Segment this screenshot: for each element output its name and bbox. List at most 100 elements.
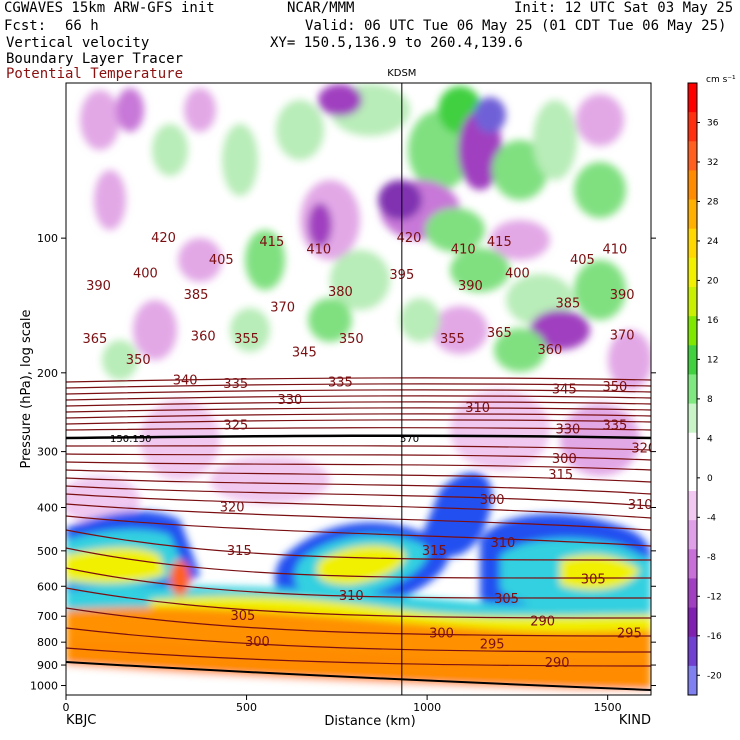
- colorbar-tick-label: 32: [707, 158, 718, 168]
- theta-label: 400: [505, 267, 530, 282]
- colorbar-tick-label: -20: [707, 671, 722, 681]
- forecast-hours: 66 h: [65, 18, 99, 34]
- y-tick-label: 400: [37, 501, 58, 514]
- theta-label: 410: [306, 242, 331, 257]
- colorbar-swatch: [688, 578, 697, 609]
- theta-label: 350: [126, 353, 151, 368]
- theta-label: 345: [552, 383, 577, 398]
- init-time: Init: 12 UTC Sat 03 May 25: [514, 0, 734, 16]
- y-axis-label: Pressure (hPa), log scale: [19, 310, 34, 469]
- colorbar-tick-label: -16: [707, 632, 722, 642]
- theta-label: 385: [556, 297, 581, 312]
- valid-time: Valid: 06 UTC Tue 06 May 25 (01 CDT Tue …: [305, 18, 727, 34]
- tropopause-right-label: 570: [400, 434, 419, 445]
- theta-label: 370: [270, 301, 295, 316]
- colorbar-tick-label: 0: [707, 474, 713, 484]
- theta-label: 295: [617, 626, 642, 641]
- theta-label: 365: [487, 326, 512, 341]
- colorbar-unit: cm s⁻¹: [706, 75, 736, 85]
- y-tick-label: 500: [37, 545, 58, 558]
- field-boundary-layer-tracer: Boundary Layer Tracer: [6, 51, 184, 67]
- xy-range: XY= 150.5,136.9 to 260.4,139.6: [270, 35, 523, 51]
- right-endpoint-label: KIND: [619, 713, 651, 728]
- theta-label: 415: [259, 235, 284, 250]
- colorbar-swatch: [688, 112, 697, 142]
- theta-label: 355: [440, 332, 465, 347]
- theta-label: 360: [537, 343, 562, 358]
- organization-label: NCAR/MMM: [287, 0, 355, 16]
- theta-label: 365: [82, 332, 107, 347]
- theta-label: 305: [494, 592, 519, 607]
- station-marker-label: KDSM: [387, 68, 416, 79]
- colorbar: 36 32 28 24 20 16 12 8 4 0 -4 -8 -12 -16 -20: [687, 82, 722, 696]
- theta-label: 380: [328, 285, 353, 300]
- x-axis-label: Distance (km): [324, 714, 415, 729]
- theta-label: 350: [602, 380, 627, 395]
- colorbar-swatch: [688, 607, 697, 638]
- y-tick-label: 100: [37, 232, 58, 245]
- theta-label: 350: [339, 332, 364, 347]
- colorbar-swatch: [688, 170, 697, 201]
- colorbar-tick-label: 16: [707, 316, 719, 326]
- theta-label: 325: [223, 418, 248, 433]
- theta-label: 390: [458, 279, 483, 294]
- theta-label: 390: [610, 288, 635, 303]
- theta-label: 405: [209, 253, 234, 268]
- colorbar-swatch: [688, 520, 697, 550]
- theta-label: 310: [491, 536, 516, 551]
- field-potential-temperature: Potential Temperature: [6, 66, 184, 82]
- colorbar-tick-label: 28: [707, 197, 719, 207]
- terrain-line: [66, 661, 651, 691]
- field-vertical-velocity: Vertical velocity: [6, 35, 150, 51]
- colorbar-tick-label: 8: [707, 395, 713, 405]
- theta-label: 345: [292, 345, 317, 360]
- colorbar-swatch: [688, 257, 697, 288]
- theta-label: 300: [245, 635, 270, 650]
- colorbar-swatch: [688, 316, 697, 346]
- x-tick-label: 1500: [594, 701, 622, 714]
- tropopause-label: 150:150: [110, 434, 152, 445]
- colorbar-swatch: [688, 199, 697, 230]
- theta-label: 370: [610, 328, 635, 343]
- colorbar-swatch: [688, 141, 697, 171]
- colorbar-swatch: [688, 228, 697, 259]
- theta-label: 400: [133, 267, 158, 282]
- x-tick-label: 1000: [413, 701, 441, 714]
- theta-label: 300: [480, 493, 505, 508]
- x-tick-label: 0: [63, 701, 70, 714]
- theta-label: 385: [184, 288, 209, 303]
- colorbar-swatch: [688, 432, 697, 463]
- theta-label: 300: [429, 626, 454, 641]
- y-tick-label: 1000: [30, 680, 58, 693]
- theta-label: 335: [223, 377, 248, 392]
- theta-label: 405: [570, 253, 595, 268]
- theta-contours: [66, 377, 651, 667]
- colorbar-frame: [687, 82, 698, 696]
- theta-label: 305: [231, 609, 256, 624]
- left-endpoint-label: KBJC: [66, 713, 96, 728]
- colorbar-tick-label: 12: [707, 355, 718, 365]
- y-axis: 100 200 300 400 500 600 700 800 900 1000: [30, 232, 656, 693]
- theta-label: 320: [631, 441, 656, 456]
- y-tick-label: 200: [37, 367, 58, 380]
- theta-label: 410: [451, 242, 476, 257]
- theta-label: 315: [422, 544, 447, 559]
- plot-frame: [65, 82, 652, 696]
- colorbar-tick-label: 36: [707, 118, 719, 128]
- theta-label: 335: [602, 418, 627, 433]
- theta-label: 420: [397, 231, 422, 246]
- theta-label: 410: [602, 242, 627, 257]
- theta-label: 315: [548, 468, 573, 483]
- x-tick-label: 500: [236, 701, 257, 714]
- colorbar-tick-label: -8: [707, 553, 716, 563]
- y-tick-label: 800: [37, 636, 58, 649]
- theta-label: 305: [581, 573, 606, 588]
- theta-label: 335: [328, 375, 353, 390]
- forecast-label: Fcst:: [4, 18, 47, 34]
- colorbar-swatch: [688, 287, 697, 317]
- colorbar-swatch: [688, 549, 697, 579]
- x-axis: 0 500 1000 1500: [63, 695, 622, 714]
- theta-label: 320: [220, 500, 245, 515]
- theta-label: 355: [234, 332, 259, 347]
